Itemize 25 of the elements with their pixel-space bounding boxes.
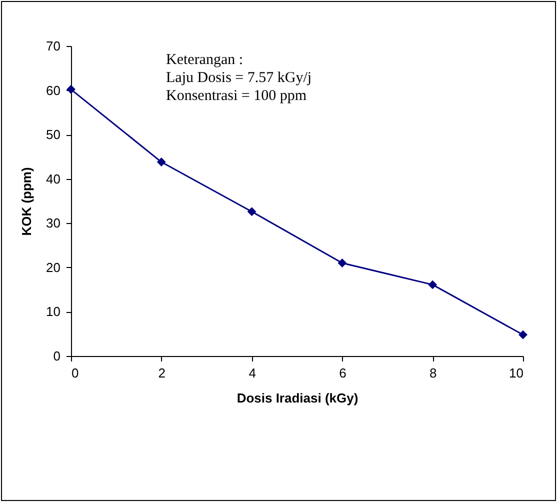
x-axis-title: Dosis Iradiasi (kGy): [236, 390, 358, 406]
y-tick-label: 70: [46, 38, 60, 54]
x-tick-label: 2: [158, 366, 166, 380]
y-tick-label: 40: [46, 171, 60, 186]
y-tick-label: 50: [46, 127, 60, 142]
annotation: Konsentrasi = 100 ppm: [166, 88, 307, 104]
x-tick-label: 10: [509, 366, 524, 380]
y-tick-label: 0: [53, 348, 60, 364]
x-tick-label: 6: [339, 366, 346, 380]
x-tick-label: 8: [429, 366, 437, 380]
x-tick-label: 4: [248, 366, 256, 380]
point: [156, 158, 166, 166]
y-tick-label: 30: [46, 216, 60, 231]
y-tick-label: 10: [46, 304, 60, 320]
annotation: Laju Dosis = 7.57 kGy/j: [166, 70, 312, 86]
point: [66, 84, 76, 94]
point: [247, 207, 256, 216]
point: [338, 258, 347, 268]
y-tick-label: 20: [46, 260, 60, 275]
y-tick-label: 60: [46, 82, 60, 98]
point: [428, 280, 438, 290]
point: [518, 330, 528, 340]
y-axis-title: KOK (ppm): [19, 167, 34, 236]
annotation: Keterangan :: [166, 52, 244, 68]
x-tick-label: 0: [72, 366, 79, 380]
